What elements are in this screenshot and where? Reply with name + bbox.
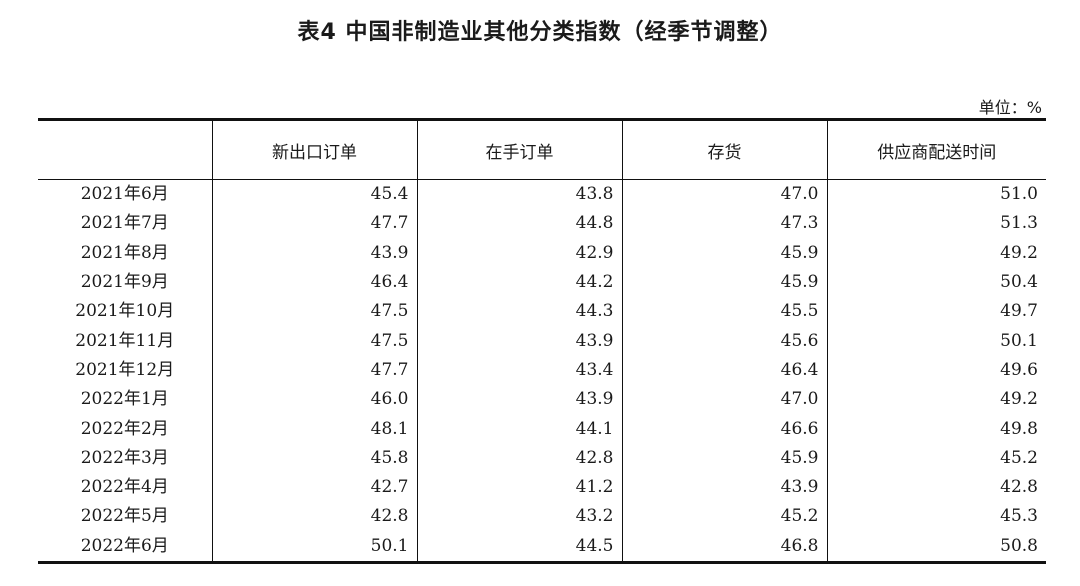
supplier-delivery-time-cell: 50.1 [826,326,1046,356]
month-cell: 2022年6月 [80,535,169,556]
new-export-orders-cell: 50.1 [211,531,417,563]
table-row: 2021年11月 47.5 43.9 45.6 50.1 [38,326,1046,356]
month-cell: 2021年11月 [75,330,175,351]
supplier-delivery-time-cell: 49.2 [826,385,1046,415]
month-cell: 2022年5月 [80,506,169,527]
supplier-delivery-time-cell: 42.8 [826,472,1046,503]
month-cell: 2021年12月 [75,359,175,380]
new-export-orders-cell: 47.5 [211,297,417,327]
header-cell-supplier-delivery-time: 供应商配送时间 [826,119,1046,180]
table-row: 2022年3月 45.8 42.8 45.9 45.2 [38,443,1046,473]
new-export-orders-cell: 45.4 [211,179,417,210]
backlog-orders-cell: 44.1 [416,414,622,444]
month-cell: 2021年10月 [75,301,175,322]
new-export-orders-cell: 42.7 [211,472,417,503]
new-export-orders-cell: 45.8 [211,443,417,473]
backlog-orders-cell: 44.2 [416,267,622,298]
inventory-cell: 45.9 [621,238,827,268]
month-cell: 2022年3月 [80,447,169,468]
inventory-cell: 43.9 [621,472,827,503]
new-export-orders-cell: 47.7 [211,209,417,239]
inventory-cell: 47.0 [621,179,827,210]
month-cell: 2021年7月 [80,213,169,234]
month-cell: 2021年9月 [80,272,169,293]
month-cell: 2021年6月 [80,184,169,205]
supplier-delivery-time-cell: 49.7 [826,297,1046,327]
table-row: 2021年12月 47.7 43.4 46.4 49.6 [38,355,1046,386]
inventory-cell: 45.5 [621,297,827,327]
supplier-delivery-time-cell: 45.2 [826,443,1046,473]
table-row: 2022年2月 48.1 44.1 46.6 49.8 [38,414,1046,444]
inventory-cell: 47.3 [621,209,827,239]
new-export-orders-cell: 43.9 [211,238,417,268]
table-row: 2022年1月 46.0 43.9 47.0 49.2 [38,385,1046,415]
table-row: 2021年10月 47.5 44.3 45.5 49.7 [38,297,1046,327]
inventory-cell: 46.6 [621,414,827,444]
new-export-orders-cell: 46.0 [211,385,417,415]
table-row: 2021年7月 47.7 44.8 47.3 51.3 [38,209,1046,239]
inventory-cell: 45.6 [621,326,827,356]
backlog-orders-cell: 43.2 [416,502,622,532]
month-cell: 2022年1月 [80,389,169,410]
supplier-delivery-time-cell: 51.0 [826,179,1046,210]
header-cell-backlog-orders: 在手订单 [416,119,622,180]
month-cell: 2022年4月 [80,477,169,498]
backlog-orders-cell: 42.8 [416,443,622,473]
table-title: 表4 中国非制造业其他分类指数（经季节调整） [297,20,783,45]
inventory-cell: 45.9 [621,443,827,473]
backlog-orders-cell: 44.3 [416,297,622,327]
supplier-delivery-time-cell: 49.6 [826,355,1046,386]
month-cell: 2022年2月 [80,418,169,439]
inventory-cell: 45.9 [621,267,827,298]
table-row: 2022年5月 42.8 43.2 45.2 45.3 [38,502,1046,532]
supplier-delivery-time-cell: 50.4 [826,267,1046,298]
backlog-orders-cell: 43.4 [416,355,622,386]
new-export-orders-cell: 42.8 [211,502,417,532]
backlog-orders-cell: 41.2 [416,472,622,503]
inventory-cell: 47.0 [621,385,827,415]
backlog-orders-cell: 43.9 [416,326,622,356]
header-row: 新出口订单 在手订单 存货 供应商配送时间 [38,119,1046,180]
month-cell: 2021年8月 [80,242,169,263]
supplier-delivery-time-cell: 49.2 [826,238,1046,268]
unit-label: 单位：% [978,98,1042,117]
header-cell-inventory: 存货 [621,119,827,180]
backlog-orders-cell: 42.9 [416,238,622,268]
table-row: 2021年9月 46.4 44.2 45.9 50.4 [38,267,1046,298]
table-row: 2022年6月 50.1 44.5 46.8 50.8 [38,531,1046,563]
backlog-orders-cell: 43.9 [416,385,622,415]
supplier-delivery-time-cell: 50.8 [826,531,1046,563]
new-export-orders-cell: 47.7 [211,355,417,386]
backlog-orders-cell: 43.8 [416,179,622,210]
header-cell-new-export-orders: 新出口订单 [211,119,417,180]
supplier-delivery-time-cell: 49.8 [826,414,1046,444]
inventory-cell: 45.2 [621,502,827,532]
new-export-orders-cell: 46.4 [211,267,417,298]
header-cell-month [38,119,212,180]
inventory-cell: 46.8 [621,531,827,563]
table-row: 2021年6月 45.4 43.8 47.0 51.0 [38,179,1046,210]
supplier-delivery-time-cell: 45.3 [826,502,1046,532]
table-row: 2022年4月 42.7 41.2 43.9 42.8 [38,472,1046,503]
backlog-orders-cell: 44.5 [416,531,622,563]
new-export-orders-cell: 48.1 [211,414,417,444]
data-table: 新出口订单 在手订单 存货 供应商配送时间 2021年6月 45.4 43.8 47.… [38,118,1046,564]
supplier-delivery-time-cell: 51.3 [826,209,1046,239]
backlog-orders-cell: 44.8 [416,209,622,239]
table-row: 2021年8月 43.9 42.9 45.9 49.2 [38,238,1046,268]
new-export-orders-cell: 47.5 [211,326,417,356]
inventory-cell: 46.4 [621,355,827,386]
